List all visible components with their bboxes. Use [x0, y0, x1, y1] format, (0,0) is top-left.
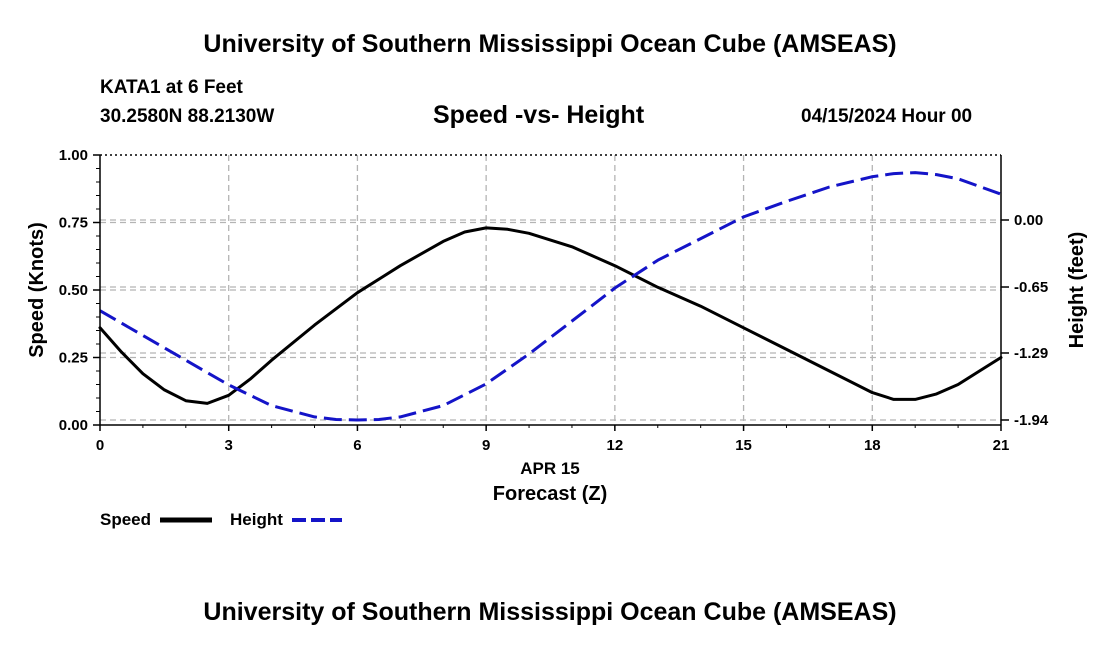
- station-label: KATA1 at 6 Feet: [100, 77, 243, 98]
- legend-label-speed: Speed: [100, 510, 151, 529]
- x-tick-label: 18: [864, 437, 881, 454]
- forecast-datetime: 04/15/2024 Hour 00: [801, 106, 973, 127]
- date-label: APR 15: [520, 459, 580, 478]
- y-right-tick-label: 0.00: [1014, 212, 1043, 229]
- series-line-height: [99, 171, 1002, 422]
- axis-ticks: 0 3 6 9 12 15 18 21 0.00 0.25 0.50 0.75 1.00 0.00 -0.6…: [59, 147, 1049, 454]
- x-tick-label: 0: [96, 437, 104, 454]
- axis-labels: APR 15 Forecast (Z) Speed (Knots) Height…: [26, 222, 1088, 505]
- y-left-tick-label: 1.00: [59, 147, 88, 164]
- page-title: University of Southern Mississippi Ocean…: [203, 30, 897, 58]
- y-axis-right-title: Height (feet): [1066, 232, 1088, 349]
- footer-title: University of Southern Mississippi Ocean…: [203, 598, 897, 626]
- series-line-speed: [98, 226, 1003, 405]
- y-right-tick-label: -0.65: [1014, 279, 1048, 296]
- x-tick-label: 9: [482, 437, 490, 454]
- x-tick-label: 15: [735, 437, 752, 454]
- y-left-tick-label: 0.50: [59, 282, 88, 299]
- grid: [100, 155, 1001, 425]
- legend: Speed Height: [100, 510, 342, 529]
- x-tick-label: 3: [225, 437, 233, 454]
- x-axis-title: Forecast (Z): [493, 483, 607, 505]
- y-right-tick-label: -1.94: [1014, 412, 1049, 429]
- coordinates-label: 30.2580N 88.2130W: [100, 106, 275, 127]
- y-right-tick-label: -1.29: [1014, 345, 1048, 362]
- series-lines: [98, 171, 1003, 422]
- y-axis-left-title: Speed (Knots): [26, 222, 48, 358]
- x-tick-label: 12: [607, 437, 624, 454]
- y-left-tick-label: 0.75: [59, 215, 88, 232]
- legend-label-height: Height: [230, 510, 283, 529]
- chart-title: Speed -vs- Height: [433, 101, 645, 129]
- x-tick-label: 21: [993, 437, 1010, 454]
- plot-frame: [99, 154, 1002, 426]
- y-left-tick-label: 0.00: [59, 417, 88, 434]
- x-tick-label: 6: [353, 437, 361, 454]
- y-left-tick-label: 0.25: [59, 350, 88, 367]
